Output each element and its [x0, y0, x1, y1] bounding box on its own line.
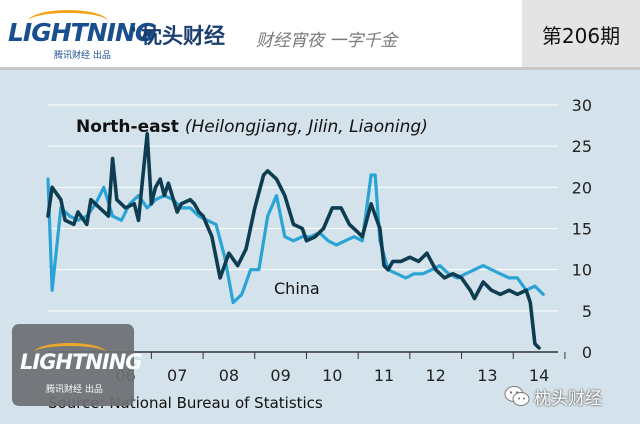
x-tick-label: 11 — [374, 366, 394, 385]
series-lines — [46, 131, 545, 350]
chart-title-bold: North-east — [76, 117, 179, 137]
x-tick-label: 07 — [167, 366, 187, 385]
overlay-subtitle: 腾讯财经 出品 — [46, 385, 103, 395]
watermark: 枕头财经 — [504, 382, 634, 410]
overlay-arc-icon — [34, 343, 106, 362]
x-axis-ticks: 060708091011121314 — [99, 352, 566, 385]
issue-number: 第206期 — [541, 24, 621, 48]
chart-title: North-east (Heilongjiang, Jilin, Liaoning… — [76, 117, 428, 137]
overlay-logo-badge: LIGHTNING 腾讯财经 出品 — [12, 324, 143, 406]
y-tick-label: 0 — [582, 343, 592, 362]
x-tick-label: 14 — [529, 366, 549, 385]
brand-subtitle: 腾讯财经 出品 — [54, 51, 111, 61]
brand-separator-dot: · — [129, 18, 138, 43]
brand-logo-text: LIGHTNING — [8, 18, 155, 47]
header-divider — [0, 67, 640, 70]
slogan: 财经宵夜 一字千金 — [256, 31, 398, 51]
brand-arc-icon — [28, 10, 108, 33]
x-tick-label: 10 — [322, 366, 342, 385]
column-name: 枕头财经 — [141, 24, 225, 48]
issue-badge: 第206期 — [522, 0, 640, 68]
y-tick-label: 15 — [572, 220, 592, 239]
x-tick-label: 12 — [426, 366, 446, 385]
overlay-logo-text: LIGHTNING — [20, 350, 143, 374]
watermark-text: 枕头财经 — [534, 389, 602, 409]
chart-title-italic: (Heilongjiang, Jilin, Liaoning) — [185, 117, 428, 137]
y-tick-label: 5 — [582, 302, 592, 321]
y-tick-label: 25 — [572, 137, 592, 156]
x-tick-label: 08 — [219, 366, 239, 385]
x-tick-label: 09 — [270, 366, 290, 385]
series-line-northeast — [46, 131, 541, 350]
x-tick-label: 13 — [477, 366, 497, 385]
y-tick-label: 20 — [572, 178, 592, 197]
y-tick-label: 10 — [572, 261, 592, 280]
header-banner: LIGHTNING 腾讯财经 出品 · 枕头财经 财经宵夜 一字千金 第206期 — [0, 0, 640, 70]
china-annotation: China — [274, 279, 320, 298]
wechat-icon — [504, 386, 530, 406]
y-tick-label: 30 — [572, 96, 592, 115]
brand-logo: LIGHTNING 腾讯财经 出品 — [8, 10, 155, 61]
y-axis-ticks: 0 5 10 15 20 25 30 — [572, 96, 592, 362]
